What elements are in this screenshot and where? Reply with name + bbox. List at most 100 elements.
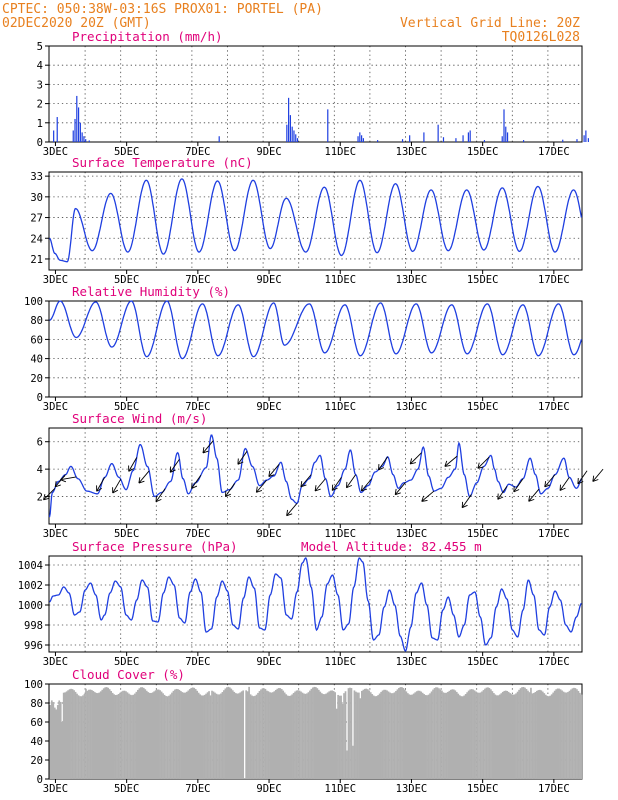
y-tick-label: 30 xyxy=(30,192,43,204)
cloud-bar xyxy=(328,691,331,779)
cloud-bar xyxy=(289,695,292,779)
cloud-bar xyxy=(142,687,145,779)
cloud-bar xyxy=(362,689,365,779)
wind-arrow-shaft xyxy=(191,475,202,489)
wind-arrow-head xyxy=(300,481,307,488)
cloud-bar xyxy=(372,695,375,779)
temperature-panel: Surface Temperature (nC) 21 24 27 30 33 3DEC 5… xyxy=(30,155,583,286)
cloud-bar xyxy=(254,695,256,779)
precip-bar xyxy=(467,132,469,142)
cloud-bar xyxy=(559,689,562,779)
y-tick-label: 996 xyxy=(24,640,43,652)
cloud-bar xyxy=(214,692,216,779)
wind-arrow-shaft xyxy=(169,458,180,473)
x-tick-label: 15DEC xyxy=(467,401,499,413)
precip-bar xyxy=(576,139,578,142)
cloud-bar xyxy=(131,695,133,779)
precip-bar xyxy=(286,124,288,142)
wind-arrow-shaft xyxy=(461,494,472,508)
cloud-bar xyxy=(512,694,514,779)
cloud-bar xyxy=(438,688,440,779)
wind-arrow xyxy=(331,477,342,491)
precip-bar xyxy=(583,135,585,142)
cloud-bar xyxy=(159,690,161,779)
cloud-bar xyxy=(291,694,293,779)
x-tick-label: 11DEC xyxy=(324,528,356,540)
x-tick-label: 7DEC xyxy=(185,656,210,668)
cloud-bar xyxy=(461,696,464,779)
cloud-bar xyxy=(156,689,158,779)
y-tick-label: 4 xyxy=(37,464,43,476)
cloud-bar xyxy=(70,688,72,779)
wind-arrow xyxy=(409,452,422,465)
wind-arrow xyxy=(360,478,373,492)
cloud-bar xyxy=(62,692,65,779)
wind-arrow-head xyxy=(544,481,551,488)
cloud-bar xyxy=(160,691,163,779)
cloud-bar xyxy=(478,692,480,779)
cloud-bar xyxy=(94,692,96,779)
x-tick-label: 5DEC xyxy=(114,401,139,413)
precip-bar xyxy=(503,109,505,142)
wind-arrow-head xyxy=(43,494,50,501)
cloud-bar xyxy=(405,691,408,779)
cloud-bar xyxy=(484,688,486,779)
temperature-title: Surface Temperature (nC) xyxy=(72,155,253,170)
cloud-bar xyxy=(52,702,55,779)
wind-arrow xyxy=(592,468,604,482)
cloud-bar xyxy=(113,694,115,779)
cloud-bar xyxy=(553,690,556,779)
wind-arrow-shaft xyxy=(268,464,280,477)
y-tick-label: 100 xyxy=(24,296,43,308)
cloud-bar xyxy=(564,692,566,779)
cloud-bar xyxy=(531,693,534,779)
cloud-bar xyxy=(77,695,80,779)
pressure-title: Surface Pressure (hPa) xyxy=(72,539,238,554)
wind-arrow xyxy=(497,486,508,500)
cloud-bar xyxy=(157,689,160,779)
cloud-bar xyxy=(187,690,190,779)
cloud-bar xyxy=(162,693,164,779)
cloud-bar xyxy=(383,689,385,779)
wind-arrow-head xyxy=(191,482,198,489)
cloud-bar xyxy=(574,688,577,779)
cloud-bar xyxy=(117,694,120,779)
cloud-bar xyxy=(498,694,501,779)
wind-arrow-head xyxy=(592,475,599,482)
cloud-bar xyxy=(226,687,228,779)
cloud-bar xyxy=(297,690,299,779)
y-tick-label: 1 xyxy=(37,118,43,130)
cloud-bar xyxy=(212,691,215,779)
precip-bar xyxy=(462,135,464,142)
cloud-bar xyxy=(504,690,507,779)
x-tick-label: 7DEC xyxy=(185,783,210,795)
cloud-bar xyxy=(464,694,467,779)
cloud-bar xyxy=(568,690,571,779)
cloud-bar xyxy=(350,688,353,779)
cloud-bar xyxy=(322,694,325,779)
cloud-bar xyxy=(423,694,425,779)
cloud-bar xyxy=(120,691,123,779)
cloud-bar xyxy=(435,687,437,779)
cloud-bar xyxy=(252,696,255,779)
precip-bar xyxy=(501,136,503,142)
cloud-bar xyxy=(371,694,374,779)
wind-arrow-head xyxy=(409,458,416,465)
cloud-bar xyxy=(392,693,394,779)
plot-frame xyxy=(48,45,583,143)
cloud-bar xyxy=(389,692,391,779)
cloud-bar xyxy=(55,709,58,779)
cloud-bar xyxy=(264,688,267,779)
cloud-bar xyxy=(209,695,212,779)
cloud-bar xyxy=(82,695,84,779)
y-tick-label: 40 xyxy=(30,736,43,748)
cloud-bar xyxy=(361,690,363,779)
wind-arrow xyxy=(138,470,150,484)
precip-bar xyxy=(401,139,404,142)
wind-arrow-shaft xyxy=(155,488,166,503)
cloud-bar xyxy=(510,694,513,779)
cloud-bar xyxy=(550,694,553,779)
cloud-bar xyxy=(85,688,87,779)
temperature-line xyxy=(49,178,583,263)
cloud-bar xyxy=(402,687,405,779)
